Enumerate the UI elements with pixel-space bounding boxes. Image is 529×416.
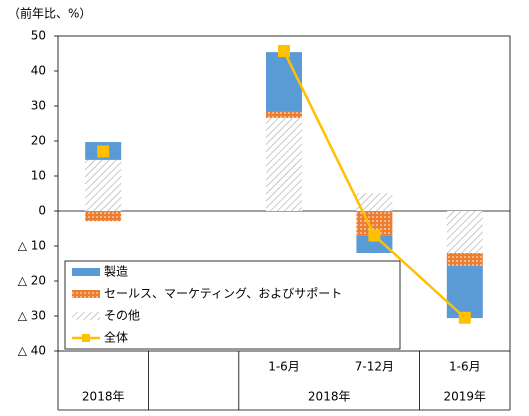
legend-swatch <box>72 268 100 276</box>
y-tick-label: 10 <box>31 169 46 183</box>
y-tick-label: 50 <box>31 29 46 43</box>
line-marker <box>368 229 381 242</box>
y-axis-label: （前年比、%） <box>8 6 91 21</box>
group-label: 2018年 <box>308 390 351 404</box>
plot-frame <box>57 35 511 352</box>
bar-segment <box>266 111 302 118</box>
y-tick-label: △ 10 <box>18 239 46 253</box>
line-marker <box>458 311 471 324</box>
y-tick-label: △ 30 <box>18 309 46 323</box>
legend-label: セールス、マーケティング、およびサポート <box>104 287 342 301</box>
legend-label: 全体 <box>104 330 128 345</box>
y-tick-label: 20 <box>31 134 46 148</box>
bar-segment <box>356 193 393 211</box>
bar-segment <box>446 211 483 253</box>
bar-segment <box>356 235 393 253</box>
bar-segment <box>446 265 483 319</box>
y-tick-label: △ 40 <box>18 344 46 358</box>
bar-segment <box>266 117 302 211</box>
bar-segment <box>85 159 122 211</box>
y-tick-label: 30 <box>31 99 46 113</box>
group-label: 2018年 <box>82 390 125 404</box>
y-tick-label: △ 20 <box>18 274 46 288</box>
x-tick-label: 1-6月 <box>268 360 300 374</box>
legend-box <box>64 260 401 350</box>
bar-segment <box>266 52 302 112</box>
x-tick-label: 7-12月 <box>355 360 394 374</box>
bar-segment <box>85 211 122 222</box>
legend-label: その他 <box>104 309 140 323</box>
x-tick-label: 1-6月 <box>449 360 481 374</box>
legend-swatch-marker <box>82 334 90 342</box>
line-marker <box>97 145 110 158</box>
y-tick-label: 0 <box>38 204 46 218</box>
legend-swatch <box>72 290 100 298</box>
group-label: 2019年 <box>444 390 487 404</box>
y-tick-label: 40 <box>31 64 46 78</box>
legend-label: 製造 <box>104 265 128 279</box>
line-marker <box>278 45 290 58</box>
legend-swatch <box>72 312 100 320</box>
bar-segment <box>446 253 483 266</box>
